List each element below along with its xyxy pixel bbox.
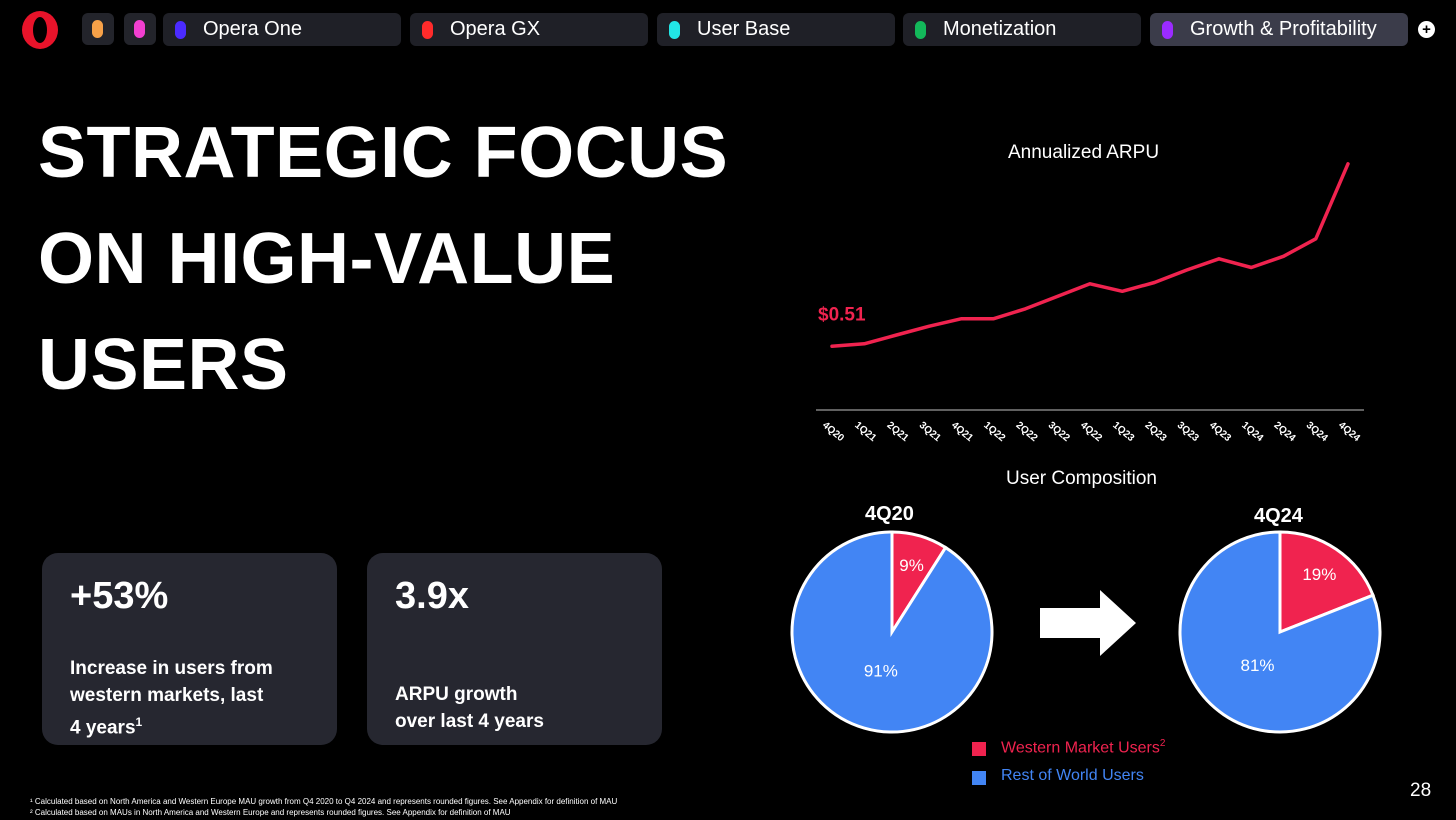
x-tick-label: 4Q21 bbox=[949, 420, 975, 444]
x-tick-label: 1Q23 bbox=[1110, 420, 1136, 444]
x-tick-label: 3Q22 bbox=[1046, 420, 1072, 444]
x-tick-label: 1Q22 bbox=[981, 420, 1007, 444]
x-tick-label: 1Q24 bbox=[1239, 420, 1265, 444]
tab-monetization[interactable]: Monetization bbox=[903, 13, 1141, 46]
line-chart-title: Annualized ARPU bbox=[1008, 142, 1160, 163]
x-tick-label: 3Q23 bbox=[1175, 420, 1201, 444]
pie-chart-title: User Composition bbox=[1006, 468, 1157, 489]
tab-bar: Opera One Opera GX User Base Monetizatio… bbox=[0, 0, 1456, 60]
pie-chart-4q20: 9% 91% bbox=[790, 530, 994, 734]
stat-card-western-users: +53% Increase in users from western mark… bbox=[42, 553, 337, 745]
x-tick-label: 2Q23 bbox=[1143, 420, 1169, 444]
legend-swatch bbox=[972, 742, 986, 756]
tab-color-indicator bbox=[669, 21, 680, 39]
tab-growth-profitability[interactable]: Growth & Profitability bbox=[1150, 13, 1408, 46]
pie-slice-rest bbox=[1178, 530, 1382, 734]
pie-slice-label: 91% bbox=[864, 661, 898, 680]
pie-slice-rest bbox=[790, 530, 994, 734]
x-tick-label: 2Q21 bbox=[885, 420, 911, 444]
stat-description-text: 4 years bbox=[70, 717, 136, 739]
tab-opera-one[interactable]: Opera One bbox=[163, 13, 401, 46]
stat-value: 3.9x bbox=[395, 575, 469, 617]
tab-user-base[interactable]: User Base bbox=[657, 13, 895, 46]
pie-label-4q24: 4Q24 bbox=[1254, 505, 1303, 527]
tab-mini-2[interactable] bbox=[124, 13, 156, 45]
tab-color-indicator bbox=[422, 21, 433, 39]
footnote-1: ¹ Calculated based on North America and … bbox=[30, 797, 618, 806]
tab-color-indicator bbox=[92, 20, 103, 38]
x-tick-label: 4Q22 bbox=[1078, 420, 1104, 444]
tab-color-indicator bbox=[915, 21, 926, 39]
stat-value: +53% bbox=[70, 575, 169, 617]
x-tick-label: 2Q24 bbox=[1272, 420, 1298, 444]
new-tab-plus-icon[interactable]: + bbox=[1418, 21, 1435, 38]
arpu-series-line bbox=[830, 162, 1350, 349]
footnote-2: ² Calculated based on MAUs in North Amer… bbox=[30, 808, 511, 817]
legend-text: Rest of World Users bbox=[1001, 767, 1144, 784]
tab-opera-gx[interactable]: Opera GX bbox=[410, 13, 648, 46]
tab-label: Monetization bbox=[943, 18, 1057, 40]
pie-slice-western bbox=[1278, 530, 1375, 635]
pie-slice-label: 19% bbox=[1302, 565, 1336, 584]
stat-description: ARPU growth over last 4 years bbox=[395, 681, 544, 735]
footnote-marker: 2 bbox=[1159, 738, 1166, 749]
pie-slice-label: 9% bbox=[899, 556, 924, 575]
legend-text: Western Market Users bbox=[1001, 739, 1160, 757]
arpu-line-chart: 4Q20 1Q21 2Q21 3Q21 4Q21 1Q22 2Q22 3Q22 4Q22 1Q23… bbox=[816, 162, 1364, 444]
stat-description: Increase in users from western markets, … bbox=[70, 655, 273, 741]
opera-logo-icon[interactable] bbox=[20, 10, 60, 50]
page-title: STRATEGIC FOCUS ON HIGH-VALUE USERS bbox=[38, 100, 758, 418]
x-tick-label: 2Q22 bbox=[1014, 420, 1040, 444]
page-number: 28 bbox=[1410, 780, 1432, 801]
tab-label: Opera GX bbox=[450, 18, 541, 40]
title-line: STRATEGIC FOCUS bbox=[38, 113, 729, 193]
stat-card-arpu-growth: 3.9x ARPU growth over last 4 years bbox=[367, 553, 662, 745]
tab-label: Opera One bbox=[203, 18, 302, 40]
title-line: ON HIGH-VALUE bbox=[38, 219, 616, 299]
x-tick-label: 1Q21 bbox=[852, 420, 878, 444]
pie-slice-label: 81% bbox=[1241, 656, 1275, 675]
legend-swatch bbox=[972, 771, 986, 785]
tab-mini-1[interactable] bbox=[82, 13, 114, 45]
data-label: $0.51 bbox=[818, 304, 866, 325]
x-tick-label: 4Q23 bbox=[1207, 420, 1233, 444]
x-tick-label: 3Q21 bbox=[917, 420, 943, 444]
right-arrow-icon bbox=[1040, 590, 1136, 656]
footnote-marker: 1 bbox=[135, 715, 143, 729]
stat-description-line: 4 years1 bbox=[70, 709, 273, 741]
title-line: USERS bbox=[38, 325, 289, 405]
legend-label: Western Market Users2 bbox=[1001, 738, 1165, 757]
stat-description-line: Increase in users from bbox=[70, 658, 273, 679]
stat-description-line: western markets, last bbox=[70, 685, 264, 706]
tab-color-indicator bbox=[134, 20, 145, 38]
x-tick-label: 4Q24 bbox=[1336, 420, 1362, 444]
x-tick-label: 3Q24 bbox=[1304, 420, 1330, 444]
tab-label: Growth & Profitability bbox=[1190, 18, 1377, 40]
tab-color-indicator bbox=[175, 21, 186, 39]
legend-label: Rest of World Users bbox=[1001, 767, 1144, 785]
pie-label-4q20: 4Q20 bbox=[865, 503, 914, 525]
pie-chart-4q24: 19% 81% bbox=[1178, 530, 1382, 734]
x-tick-label: 4Q20 bbox=[820, 420, 846, 444]
stat-description-line: ARPU growth bbox=[395, 684, 518, 705]
tab-label: User Base bbox=[697, 18, 791, 40]
footnotes: ¹ Calculated based on North America and … bbox=[30, 796, 617, 818]
stat-description-line: over last 4 years bbox=[395, 711, 544, 732]
tab-color-indicator bbox=[1162, 21, 1173, 39]
